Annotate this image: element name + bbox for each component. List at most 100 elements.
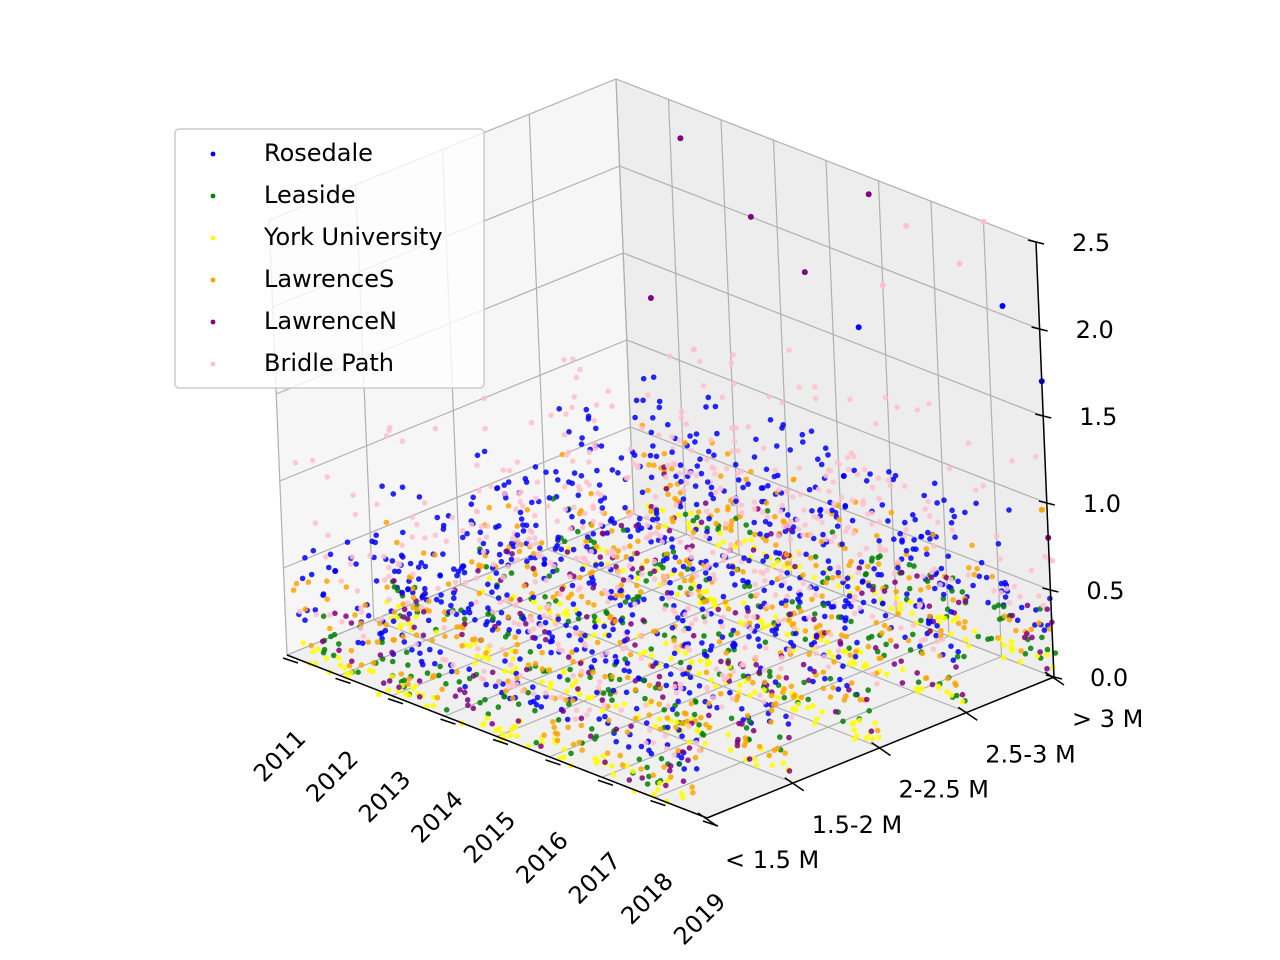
point-lawrences [1018, 648, 1024, 654]
point-lawrences [838, 632, 845, 638]
point-bridle-path [1011, 583, 1018, 590]
point-rosedale [390, 491, 397, 497]
point-lawrencen [892, 579, 898, 585]
point-rosedale [910, 512, 916, 518]
point-rosedale [531, 698, 537, 705]
point-york-university [591, 632, 597, 639]
legend-label: LawrenceN [264, 307, 397, 335]
point-bridle-path [662, 573, 668, 580]
point-leaside [696, 722, 702, 728]
point-leaside [661, 707, 667, 713]
point-york-university [826, 649, 833, 656]
point-rosedale [785, 721, 792, 727]
point-rosedale [787, 447, 793, 453]
point-lawrencen [530, 565, 536, 572]
point-lawrences [439, 686, 446, 693]
point-lawrences [750, 679, 756, 686]
point-bridle-path [766, 393, 772, 400]
point-bridle-path [561, 357, 567, 363]
point-bridle-path [562, 506, 569, 513]
point-bridle-path [1017, 593, 1023, 600]
legend-entry: LawrenceN [210, 307, 397, 335]
point-rosedale [952, 534, 958, 540]
point-rosedale [729, 570, 735, 577]
point-bridle-path [573, 374, 580, 381]
point-bridle-path [876, 495, 882, 502]
point-bridle-path [939, 637, 946, 643]
point-leaside [575, 528, 581, 535]
point-leaside [546, 573, 553, 579]
point-lawrencen [517, 610, 523, 617]
point-leaside [767, 673, 773, 679]
point-bridle-path [509, 680, 515, 686]
point-lawrencen [634, 550, 640, 557]
point-lawrences [664, 715, 671, 721]
point-leaside [743, 522, 749, 528]
point-rosedale [851, 467, 857, 474]
legend-label: York University [263, 223, 443, 251]
point-outlier-bridle-path [903, 222, 910, 229]
point-bridle-path [339, 618, 345, 625]
point-lawrences [1036, 620, 1042, 626]
point-rosedale [570, 601, 577, 607]
point-york-university [915, 688, 921, 694]
point-rosedale [951, 513, 958, 520]
point-bridle-path [662, 733, 668, 739]
point-rosedale [597, 498, 604, 504]
point-lawrencen [386, 678, 393, 684]
point-rosedale [425, 617, 432, 624]
point-bridle-path [543, 690, 549, 696]
point-bridle-path [349, 554, 356, 560]
point-bridle-path [378, 616, 385, 622]
point-leaside [661, 632, 668, 638]
point-bridle-path [729, 448, 735, 455]
point-york-university [610, 771, 617, 778]
point-york-university [863, 735, 870, 741]
point-lawrences [689, 784, 695, 790]
point-bridle-path [590, 505, 597, 512]
point-rosedale [615, 470, 621, 476]
point-bridle-path [693, 573, 700, 579]
legend-box [174, 128, 485, 389]
point-bridle-path [688, 554, 695, 560]
point-rosedale [912, 516, 918, 523]
point-bridle-path [730, 352, 736, 358]
point-rosedale [720, 593, 727, 600]
point-bridle-path [713, 666, 720, 672]
point-bridle-path [910, 622, 917, 629]
point-bridle-path [527, 527, 533, 534]
point-bridle-path [835, 564, 842, 571]
point-lawrences [688, 700, 695, 707]
point-york-university [715, 542, 721, 548]
point-rosedale [506, 627, 512, 633]
point-york-university [948, 692, 955, 698]
point-lawrences [594, 639, 601, 646]
point-leaside [330, 652, 337, 659]
point-bridle-path [781, 523, 788, 530]
point-bridle-path [573, 555, 580, 562]
point-rosedale [599, 505, 606, 511]
point-rosedale [663, 663, 669, 669]
point-rosedale [686, 664, 693, 671]
point-leaside [616, 676, 623, 683]
point-lawrencen [391, 578, 397, 584]
point-york-university [948, 631, 954, 637]
point-rosedale [566, 429, 572, 435]
point-lawrences [953, 682, 959, 688]
point-rosedale [628, 602, 634, 608]
point-leaside [975, 633, 982, 640]
point-bridle-path [569, 458, 576, 465]
point-lawrencen [319, 638, 326, 645]
point-leaside [609, 697, 615, 703]
point-rosedale [553, 469, 559, 475]
point-rosedale [641, 596, 647, 603]
point-bridle-path [704, 457, 710, 463]
point-bridle-path [462, 579, 469, 586]
point-rosedale [494, 584, 500, 590]
point-lawrencen [650, 663, 656, 669]
point-rosedale [495, 620, 502, 626]
point-rosedale [518, 516, 525, 522]
point-york-university [595, 617, 602, 624]
point-rosedale [664, 724, 671, 731]
point-rosedale [593, 425, 599, 432]
